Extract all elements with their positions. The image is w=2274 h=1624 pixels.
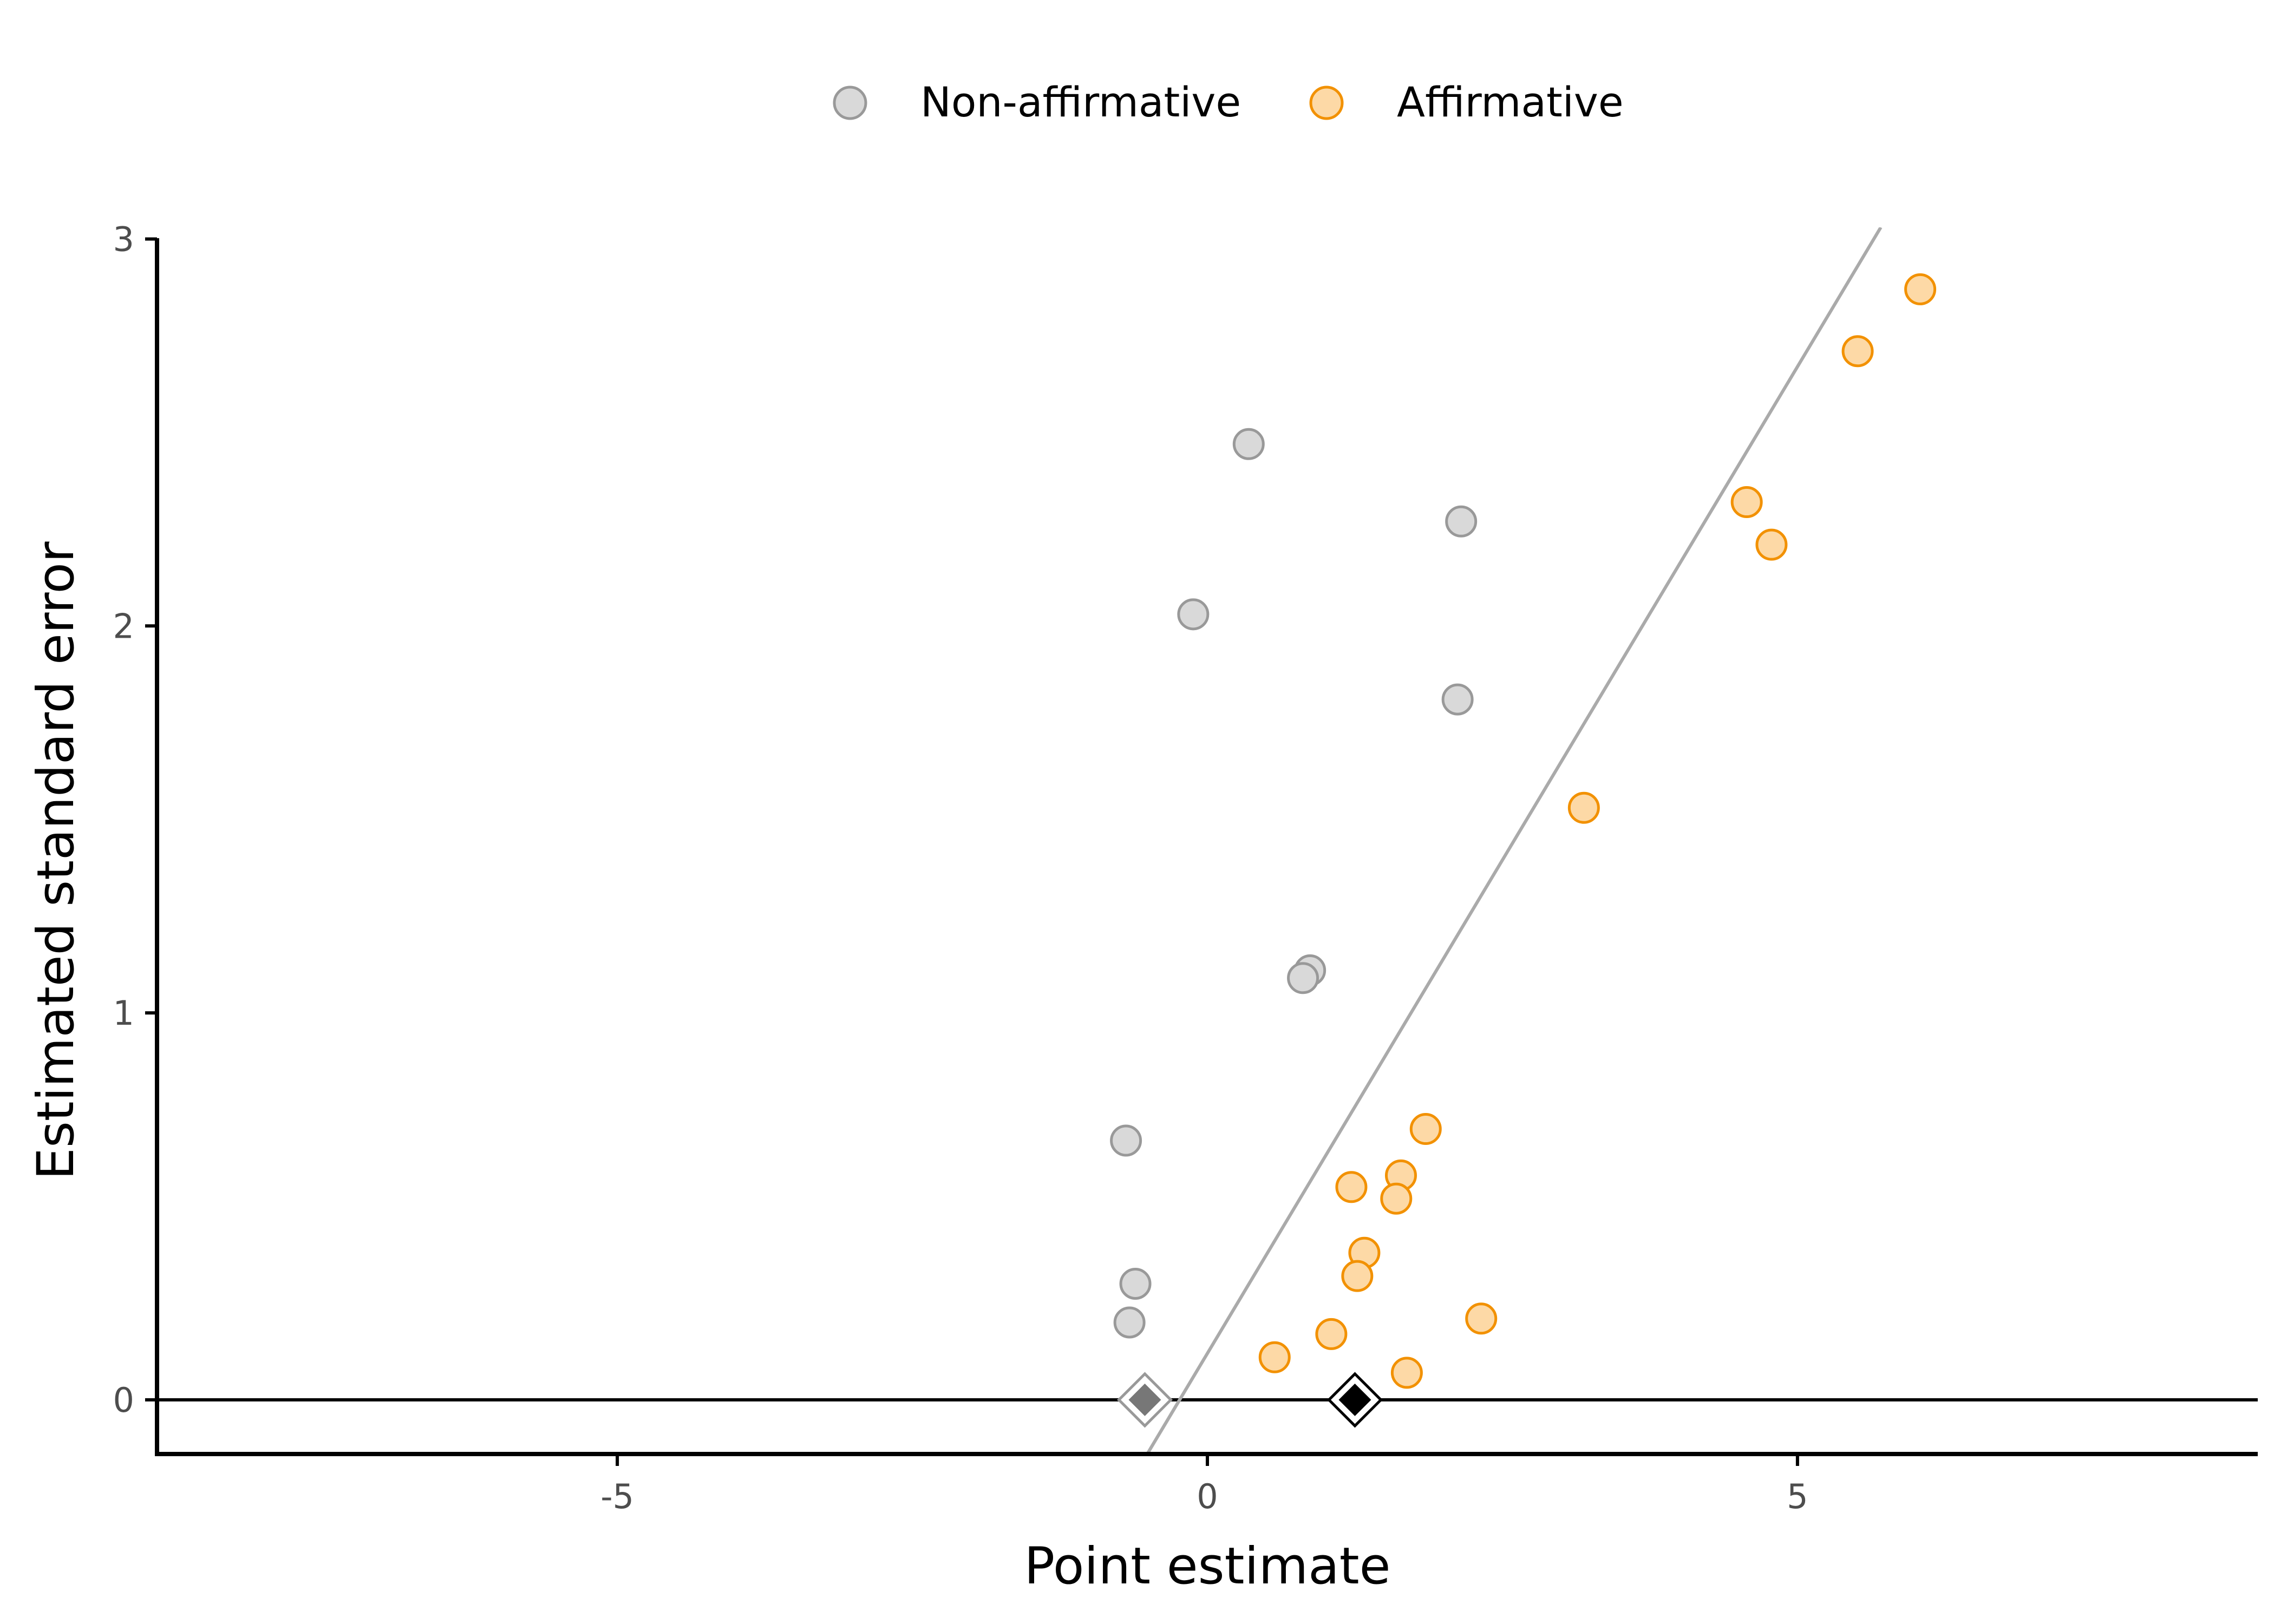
x-axis-title: Point estimate bbox=[1024, 1537, 1391, 1596]
point-affirmative-7 bbox=[1335, 1171, 1368, 1203]
point-affirmative-8 bbox=[1380, 1182, 1413, 1215]
point-affirmative-1 bbox=[1841, 335, 1874, 368]
point-affirmative-3 bbox=[1755, 528, 1788, 561]
point-affirmative-2 bbox=[1730, 486, 1763, 519]
point-affirmative-0 bbox=[1904, 273, 1937, 305]
pooled-diamond-1 bbox=[1338, 1383, 1371, 1416]
point-non-affirmative-3 bbox=[1441, 683, 1474, 716]
plot-area bbox=[157, 227, 2258, 1453]
point-affirmative-11 bbox=[1465, 1302, 1498, 1335]
legend-key-non-affirmative bbox=[833, 86, 867, 120]
x-axis-ticks: -5 0 5 bbox=[600, 1454, 1808, 1516]
point-non-affirmative-2 bbox=[1177, 598, 1210, 631]
point-non-affirmative-6 bbox=[1110, 1124, 1142, 1157]
x-tick-label: -5 bbox=[600, 1477, 634, 1516]
point-affirmative-14 bbox=[1390, 1357, 1423, 1389]
legend-label-affirmative: Affirmative bbox=[1397, 78, 1624, 126]
point-non-affirmative-0 bbox=[1232, 428, 1265, 460]
y-tick-label: 3 bbox=[113, 219, 134, 259]
y-tick-label: 2 bbox=[113, 606, 134, 646]
point-affirmative-5 bbox=[1409, 1113, 1442, 1145]
x-tick-label: 0 bbox=[1197, 1477, 1218, 1516]
legend-key-affirmative bbox=[1309, 86, 1344, 120]
point-non-affirmative-8 bbox=[1113, 1306, 1146, 1339]
point-non-affirmative-7 bbox=[1119, 1267, 1152, 1300]
point-non-affirmative-5 bbox=[1287, 962, 1319, 994]
y-axis-title: Estimated standard error bbox=[27, 541, 86, 1180]
point-affirmative-4 bbox=[1567, 791, 1600, 824]
point-affirmative-10 bbox=[1341, 1260, 1374, 1292]
point-affirmative-12 bbox=[1315, 1318, 1348, 1350]
point-affirmative-13 bbox=[1258, 1341, 1291, 1373]
y-tick-label: 0 bbox=[113, 1380, 134, 1420]
reference-line bbox=[1146, 227, 1883, 1453]
legend-label-non-affirmative: Non-affirmative bbox=[920, 78, 1241, 126]
x-tick-label: 5 bbox=[1787, 1477, 1808, 1516]
legend: Non-affirmative Affirmative bbox=[833, 78, 1624, 126]
pooled-diamond-0 bbox=[1128, 1383, 1161, 1416]
y-tick-label: 1 bbox=[113, 993, 134, 1033]
point-non-affirmative-1 bbox=[1445, 505, 1478, 538]
y-axis-ticks: 0 1 2 3 bbox=[113, 219, 157, 1420]
